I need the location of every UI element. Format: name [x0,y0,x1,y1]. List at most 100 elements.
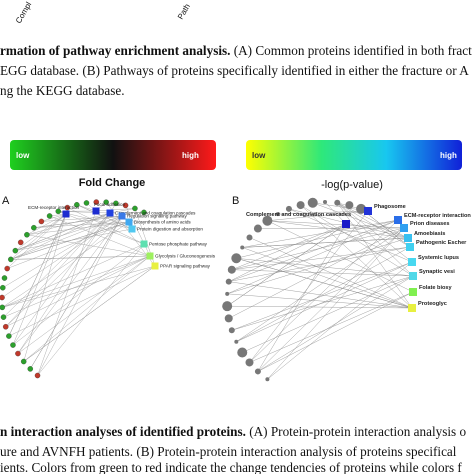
pathway-label: Proteoglyc [418,301,447,307]
edge [17,255,151,354]
legend-title: -log(p-value) [321,179,383,191]
edge [37,243,145,376]
edge [67,207,145,245]
pathway-label: Pathogenic Escher [416,240,467,246]
edge [231,261,413,331]
legend-high: high [182,151,199,160]
pathway-label: ECM-receptor interaction [404,213,471,219]
color-bar [246,140,462,170]
legend-title: Fold Change [79,177,146,189]
protein-node [93,199,100,205]
edge [228,281,413,309]
edge [76,204,133,230]
edge [242,247,413,309]
pathway-label: ECM-receptor interaction [28,205,80,210]
pathway-node [146,252,154,260]
edge [257,291,414,372]
pathway-label: Amoebiasis [414,231,445,237]
edge [249,210,369,363]
pathway-node [409,288,417,296]
protein-node [46,213,53,219]
protein-node [74,202,80,208]
color-bar [10,140,216,170]
pathway-node [106,209,114,217]
protein-node [265,377,270,382]
edge [7,221,130,269]
protein-node [83,200,90,206]
edge [337,202,414,277]
edge [37,215,123,376]
protein-node [224,314,233,323]
network-a: ECM-receptor interaction Focal adhesion Co… [0,199,216,379]
protein-node [285,205,292,212]
edge [277,210,369,215]
protein-node [245,358,254,367]
edge [15,213,67,251]
protein-node [31,224,37,231]
protein-node [10,342,16,348]
edge [8,213,67,337]
edge [312,202,409,239]
protein-node [225,291,230,296]
caption-bold: n interaction analyses of identified pro… [0,424,246,439]
pathway-node [151,262,159,270]
edge [10,255,151,260]
edge [227,237,409,295]
edge [2,255,151,308]
edge [231,275,414,331]
edge [236,246,411,342]
protein-node [240,245,245,250]
pathway-label: Complement and coagulation cascades [115,211,196,216]
edge [231,223,347,270]
protein-node [345,201,354,210]
edge [267,220,405,229]
edge [15,228,133,251]
caption-line: rmation of pathway enrichment analysis. … [0,43,472,58]
protein-node [253,224,262,233]
protein-node [0,284,6,291]
protein-node [234,339,239,344]
pathway-node [408,258,416,266]
pathway-label: Biosynthesis of amino acids [134,220,191,225]
panel-label: B [232,195,239,207]
protein-node [334,199,341,206]
protein-node [4,265,10,272]
pathway-label: Complement and coagulation cascades [246,212,351,218]
protein-node [262,215,273,226]
edge [1,215,123,298]
protein-node [20,358,27,365]
caption-line: ng the KEGG database. [0,83,125,98]
pathway-label: PPAR signaling pathway [160,264,211,269]
caption-line: ure and AVNFH patients. (B) Protein-prot… [0,444,457,459]
edge [58,211,133,230]
protein-node [38,218,45,225]
edge [3,255,151,318]
edge [23,213,67,362]
edge [5,215,123,327]
protein-node [0,294,5,301]
edge [125,205,151,257]
pathway-node [118,212,126,220]
protein-node [222,301,233,312]
pathway-node [62,210,70,218]
pathway-node [404,234,412,242]
edge [337,202,411,248]
edge [33,215,123,228]
protein-node [323,200,327,204]
edge [5,255,151,327]
edge [26,213,67,235]
edge [7,213,67,269]
legend-low: low [16,151,30,160]
pathway-node [406,243,414,251]
edge [242,275,414,353]
protein-node [55,208,62,215]
edge [23,255,151,362]
edge [236,261,413,342]
edge [8,265,156,337]
edge [15,212,111,251]
protein-node [296,201,305,210]
edge [58,211,145,245]
edge [41,213,67,222]
edge [227,219,399,295]
edge [300,204,414,277]
